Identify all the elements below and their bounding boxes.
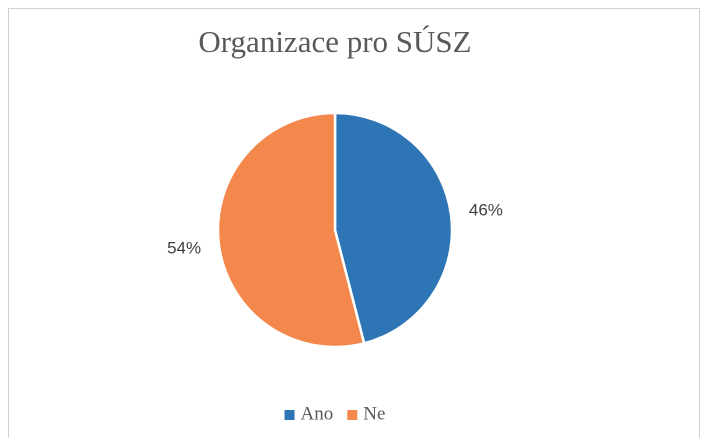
value-label: 46% — [469, 200, 503, 219]
legend-label: Ne — [363, 403, 385, 424]
legend-swatch — [284, 410, 295, 420]
legend-label: Ano — [301, 403, 334, 424]
legend-swatch — [347, 410, 358, 420]
value-label: 54% — [167, 239, 201, 258]
legend: Ano Ne — [284, 403, 385, 424]
chart-title: Organizace pro SÚSZ — [198, 24, 471, 59]
pie-slice — [216, 111, 366, 349]
pie-slice — [333, 111, 454, 345]
